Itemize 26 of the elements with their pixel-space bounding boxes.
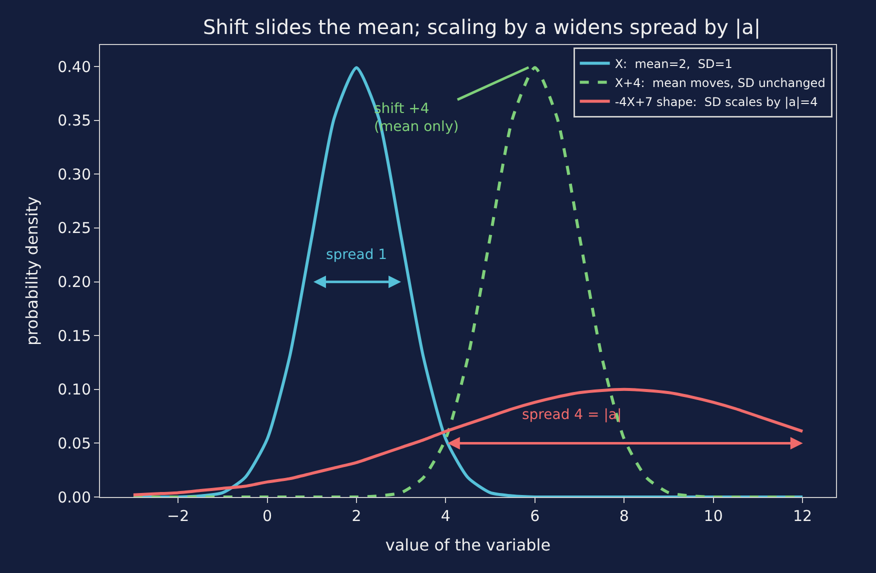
y-tick-label: 0.10: [58, 380, 91, 399]
chart-title: Shift slides the mean; scaling by a widens spread by |a|: [202, 15, 761, 40]
y-tick-label: 0.25: [58, 219, 91, 238]
x-tick-label: 0: [262, 507, 272, 525]
x-tick-label: −2: [166, 507, 190, 525]
line-series: [132, 388, 804, 496]
annotation: spread 1: [326, 247, 388, 263]
x-tick-label: 2: [352, 507, 362, 525]
x-tick-label: 6: [530, 507, 540, 525]
x-tick-label: 10: [704, 507, 723, 525]
y-tick-label: 0.35: [58, 112, 91, 130]
y-tick-label: 0.20: [58, 273, 91, 292]
legend-label: X+4: mean moves, SD unchanged: [614, 76, 826, 90]
y-axis-title: probability density: [22, 196, 42, 346]
y-tick-label: 0.30: [58, 165, 91, 184]
x-tick-label: 8: [619, 507, 629, 525]
y-tick-label: 0.00: [58, 488, 91, 506]
x-axis-title: value of the variable: [385, 536, 551, 555]
y-tick-label: 0.05: [58, 434, 91, 452]
x-tick-label: 4: [440, 507, 450, 525]
x-tick-label: 12: [793, 507, 812, 525]
legend-label: -4X+7 shape: SD scales by |a|=4: [614, 94, 818, 109]
legend-label: X: mean=2, SD=1: [614, 56, 732, 71]
y-tick-label: 0.15: [58, 326, 91, 345]
y-tick-label: 0.40: [58, 58, 91, 76]
annotation: spread 4 = |a|: [522, 407, 622, 423]
